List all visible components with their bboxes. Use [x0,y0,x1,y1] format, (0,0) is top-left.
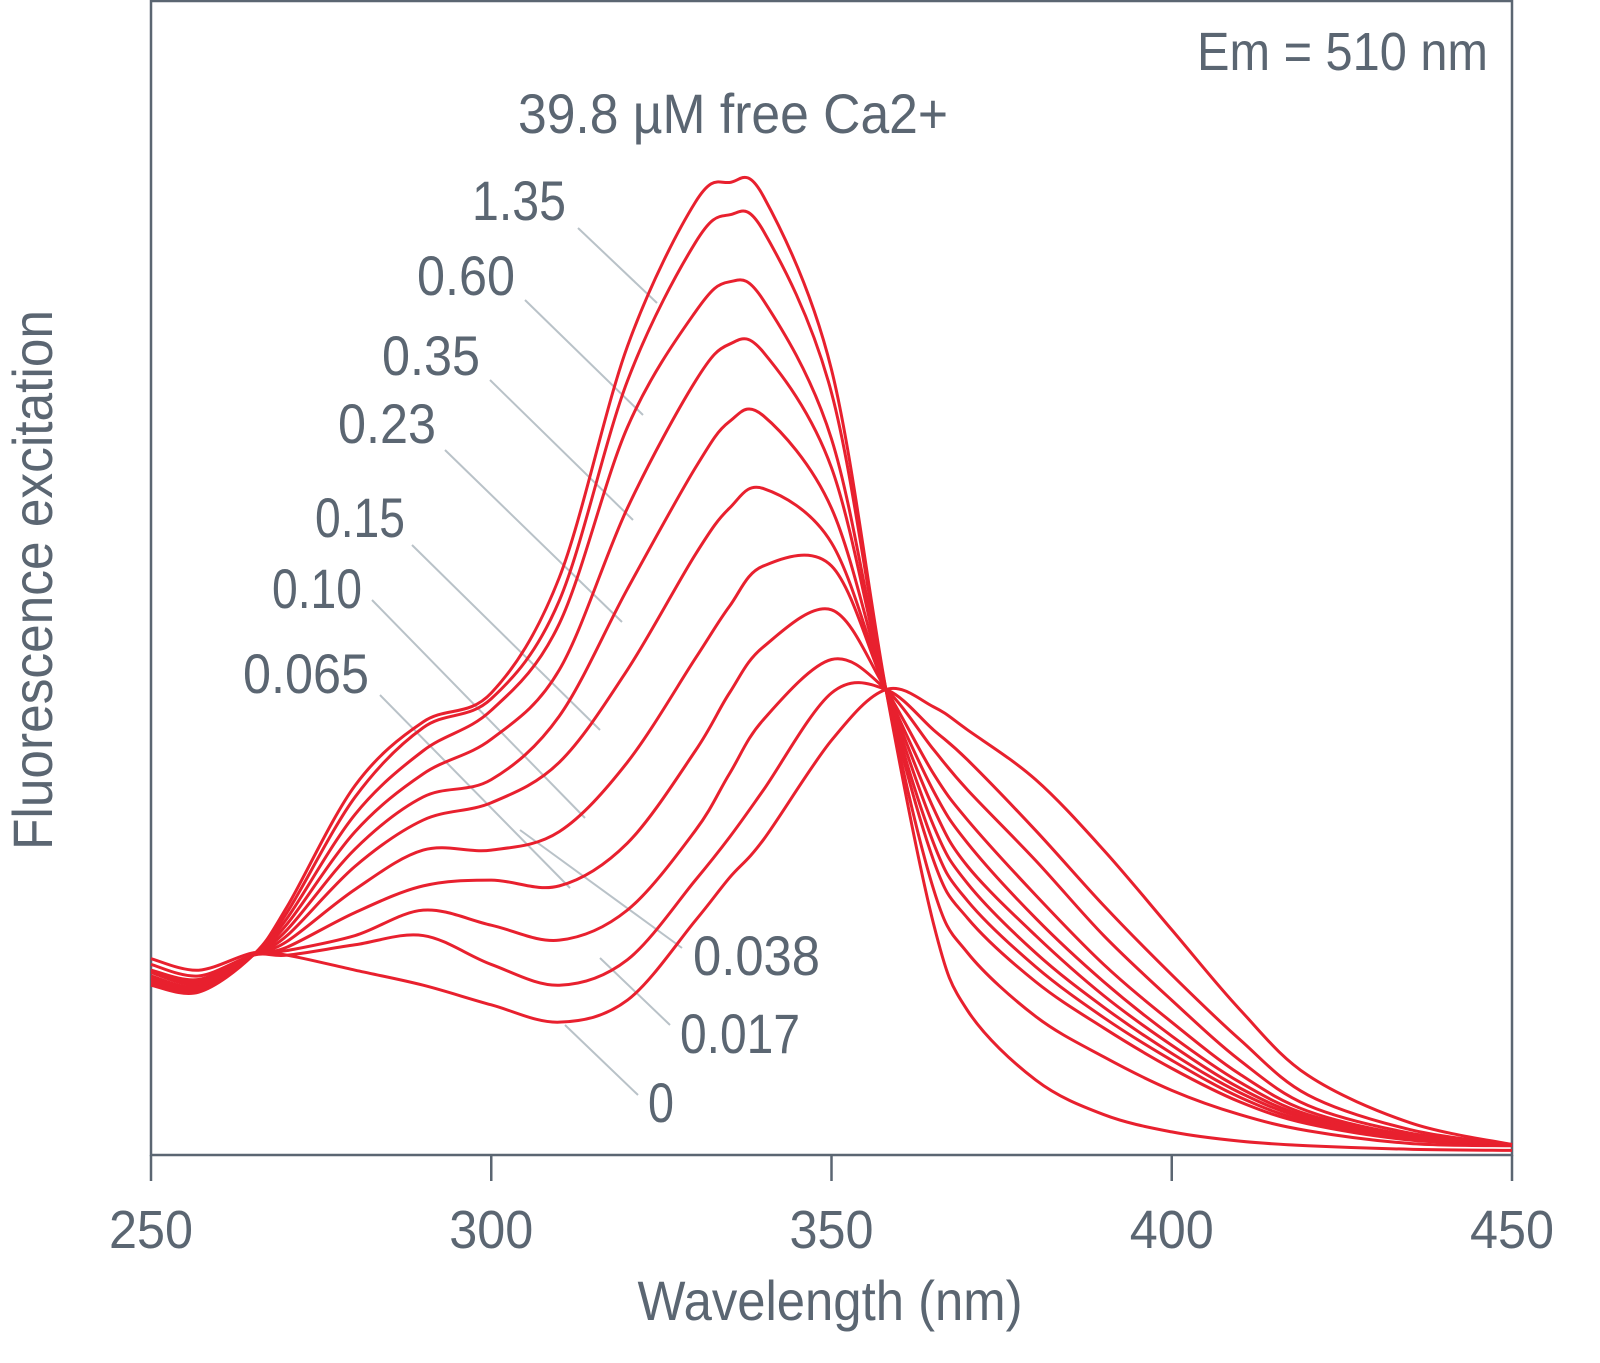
leader-line [524,299,644,416]
series-label: 1.35 [472,169,566,232]
series-line [150,485,1513,1147]
y-axis-label: Fluorescence excitation [1,310,64,850]
series-line [150,278,1513,1147]
series-label: 0.065 [243,642,369,705]
leader-line [519,829,683,949]
series-label: 0.23 [338,392,436,455]
series-line [150,337,1513,1147]
series-label: 0 [648,1071,674,1134]
series-label: 0.35 [382,324,480,387]
x-axis-label: Wavelength (nm) [638,1269,1023,1332]
series-line [150,657,1513,1147]
series-line [150,553,1513,1147]
x-tick-label: 400 [1130,1200,1214,1260]
x-tick-label: 300 [449,1200,533,1260]
leader-line [489,379,634,521]
x-tick-label: 350 [790,1200,874,1260]
leader-line [379,694,571,889]
leader-line [577,227,658,304]
leader-line [564,1024,639,1096]
series-label: 0.15 [315,486,405,549]
series-label: 39.8 µM free Ca2+ [518,82,948,145]
series-line [150,209,1513,1148]
series-label: 0.017 [680,1002,800,1065]
x-tick-label: 250 [109,1200,193,1260]
leader-line [444,449,623,623]
emission-annotation: Em = 510 nm [1197,22,1488,82]
series-label: 0.038 [693,924,820,987]
series-line [150,407,1513,1147]
series-line [150,175,1513,1152]
x-tick-label: 450 [1470,1200,1554,1260]
series-line [150,686,1513,1147]
series-label: 0.60 [417,244,515,307]
series-line [150,607,1513,1147]
series-line [150,681,1513,1147]
series-label: 0.10 [272,557,362,620]
